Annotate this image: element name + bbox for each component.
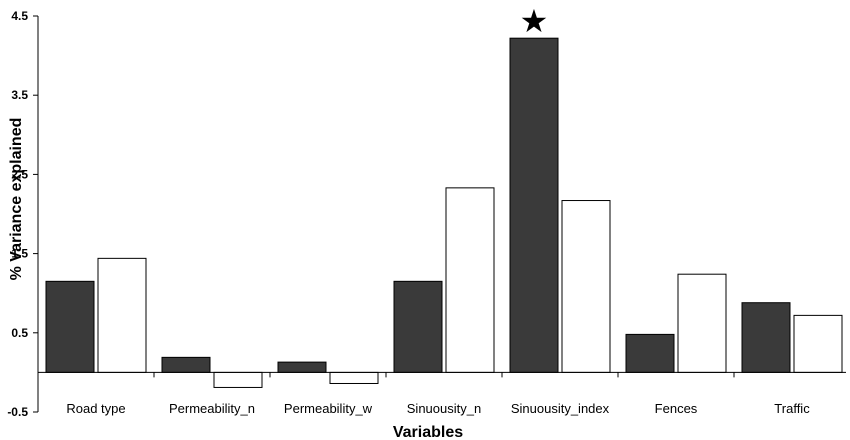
- x-category-label: Sinuousity_n: [407, 401, 481, 416]
- significance-star-icon: ★: [520, 2, 549, 40]
- bar-permeability-w-series-1: [277, 361, 327, 373]
- bar-fences-series-1: [625, 333, 675, 373]
- bar-sinuousity-index-series-1: [509, 37, 559, 373]
- x-category-label: Permeability_n: [169, 401, 255, 416]
- bar-traffic-series-1: [741, 302, 791, 373]
- y-tick-label: -0.5: [7, 405, 28, 419]
- bars: [45, 37, 843, 388]
- x-axis-title: Variables: [393, 424, 463, 440]
- bar-fences-series-2: [677, 273, 727, 373]
- bar-permeability-w-series-2: [329, 371, 379, 384]
- bar-sinuousity-n-series-2: [445, 187, 495, 373]
- x-category-label: Fences: [655, 401, 698, 416]
- x-category-label: Traffic: [774, 401, 810, 416]
- y-tick-label: 4.5: [11, 9, 28, 23]
- y-axis-ticks: -0.5 0.5 1.5 2.5 3.5 4.5: [7, 9, 38, 419]
- y-tick-label: 1.5: [11, 247, 28, 261]
- y-tick-label: 0.5: [11, 326, 28, 340]
- x-axis-category-labels: Road type Permeability_n Permeability_w Sin…: [66, 372, 810, 416]
- bar-sinuousity-index-series-2: [561, 200, 611, 373]
- bar-road-type-series-1: [45, 280, 95, 373]
- bar-permeability-n-series-1: [161, 356, 211, 373]
- y-tick-label: 3.5: [11, 88, 28, 102]
- x-category-label: Sinuousity_index: [511, 401, 610, 416]
- y-tick-label: 2.5: [11, 167, 28, 181]
- bar-road-type-series-2: [97, 257, 147, 373]
- bar-traffic-series-2: [793, 314, 843, 373]
- bar-permeability-n-series-2: [213, 371, 263, 388]
- y-axis-title: % Variance explained: [8, 118, 25, 281]
- x-category-label: Road type: [66, 401, 125, 416]
- x-category-label: Permeability_w: [284, 401, 373, 416]
- bar-sinuousity-n-series-1: [393, 280, 443, 373]
- annotations: ★: [520, 2, 549, 40]
